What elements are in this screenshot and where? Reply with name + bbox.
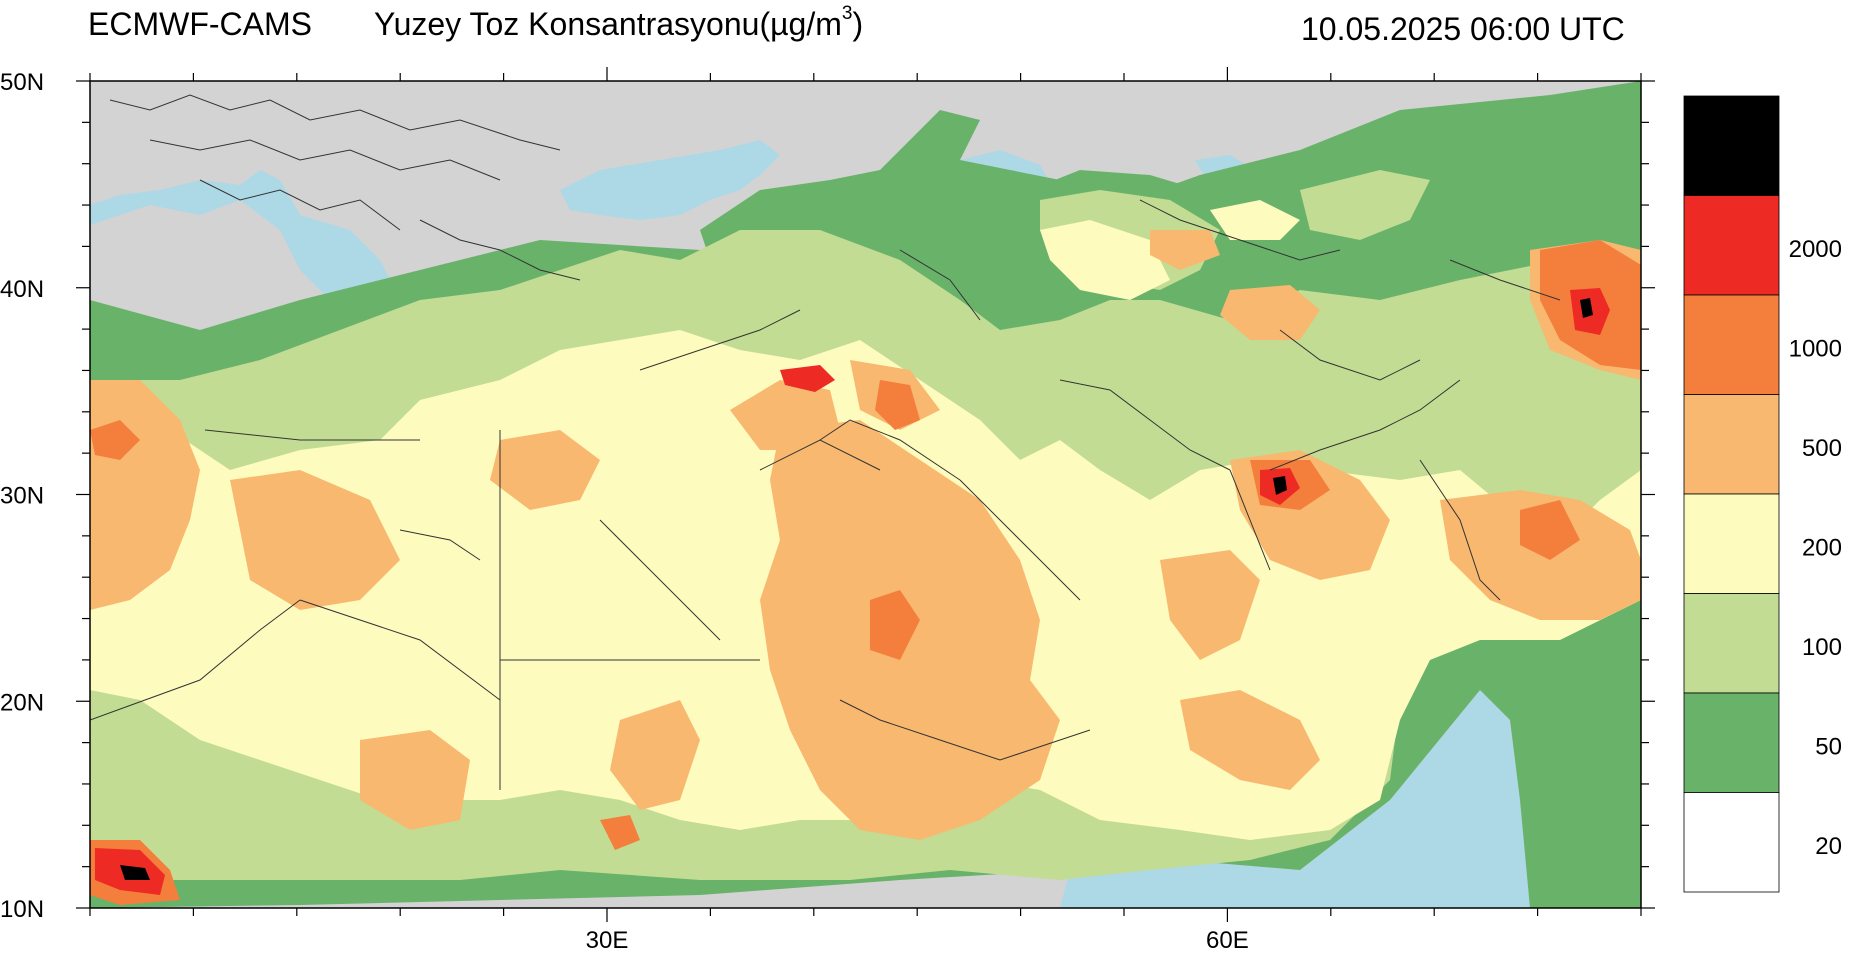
unit-exponent: 3 xyxy=(841,3,853,24)
parameter-name: Yuzey Toz Konsantrasyonu( xyxy=(374,6,771,42)
legend-swatch xyxy=(1683,692,1780,793)
lon-label: 60E xyxy=(1206,927,1249,954)
axis-ticks xyxy=(76,67,1655,922)
contour-level-2000 xyxy=(120,298,1593,880)
color-legend: 2000 1000 500 200 100 50 20 xyxy=(1683,95,1842,893)
map-body xyxy=(90,81,1641,908)
legend-label: 50 xyxy=(1815,734,1842,761)
legend-swatch xyxy=(1683,593,1780,694)
legend-swatch xyxy=(1683,792,1780,893)
legend-swatch xyxy=(1683,493,1780,594)
legend-label: 500 xyxy=(1802,435,1842,462)
legend-swatch xyxy=(1683,195,1780,296)
legend-swatch xyxy=(1683,394,1780,495)
lat-label: 20N xyxy=(0,689,44,716)
axis-labels: 50N 40N 30N 20N 10N 30E 60E xyxy=(0,69,1249,954)
lat-label: 40N xyxy=(0,276,44,303)
black-sea xyxy=(560,140,780,220)
valid-time: 10.05.2025 06:00 UTC xyxy=(1301,11,1625,47)
country-borders xyxy=(90,94,1561,790)
lat-label: 10N xyxy=(0,896,44,923)
legend-label: 100 xyxy=(1802,634,1842,661)
model-title: ECMWF-CAMS xyxy=(88,6,312,42)
unit-close: ) xyxy=(852,6,864,42)
legend-label: 20 xyxy=(1815,833,1842,860)
parameter-title: Yuzey Toz Konsantrasyonu(µg/m3) xyxy=(374,4,864,42)
lat-label: 30N xyxy=(0,483,44,510)
legend-label: 200 xyxy=(1802,535,1842,562)
legend-label: 1000 xyxy=(1789,336,1842,363)
lat-label: 50N xyxy=(0,69,44,96)
legend-swatch xyxy=(1683,294,1780,395)
legend-label: 2000 xyxy=(1789,236,1842,263)
arabian-sea xyxy=(1060,690,1530,908)
unit-base: µg/m xyxy=(770,6,842,42)
legend-swatch xyxy=(1683,95,1780,196)
lon-label: 30E xyxy=(586,927,629,954)
